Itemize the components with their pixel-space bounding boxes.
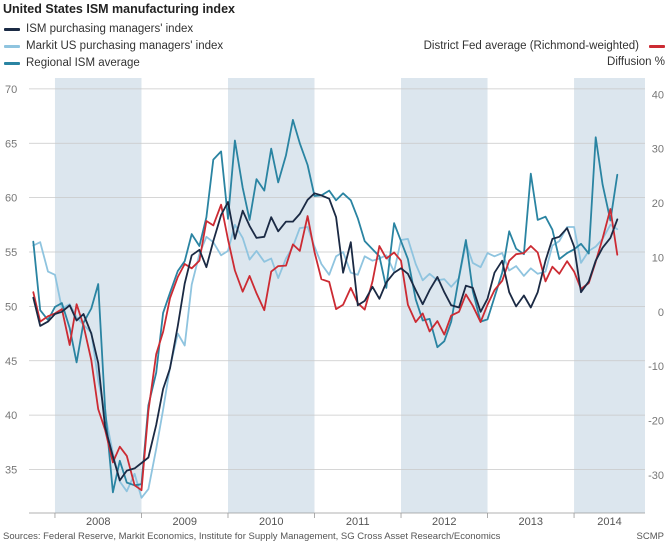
district-fed-line bbox=[32, 203, 619, 492]
legend-swatch-district-fed bbox=[649, 45, 665, 48]
legend-item-regional: Regional ISM average bbox=[4, 56, 264, 70]
right-tick-label--20: -20 bbox=[648, 416, 664, 428]
x-tick-label-2014: 2014 bbox=[597, 516, 621, 528]
right-axis-label: Diffusion % bbox=[607, 56, 665, 68]
right-tick-label-30: 30 bbox=[652, 144, 664, 156]
right-tick-label--10: -10 bbox=[648, 361, 664, 373]
x-tick-label-2008: 2008 bbox=[86, 516, 110, 528]
legend-swatch-ism bbox=[4, 28, 20, 31]
legend-swatch-regional bbox=[4, 62, 20, 65]
x-tick-label-2011: 2011 bbox=[346, 516, 370, 528]
markit-line bbox=[32, 223, 619, 499]
legend-label-regional: Regional ISM average bbox=[26, 57, 140, 69]
left-tick-label-45: 45 bbox=[5, 356, 17, 368]
left-tick-label-35: 35 bbox=[5, 465, 17, 477]
left-tick-label-50: 50 bbox=[5, 301, 17, 313]
legend-item-district-fed: District Fed average (Richmond-weighted) bbox=[335, 39, 665, 53]
legend-label-markit: Markit US purchasing managers' index bbox=[26, 40, 224, 52]
regional-ism-line bbox=[32, 119, 619, 494]
legend-label-ism: ISM purchasing managers' index bbox=[26, 23, 194, 35]
brand-label: SCMP bbox=[636, 531, 664, 542]
right-tick-label--30: -30 bbox=[648, 470, 664, 482]
shaded-band-4 bbox=[574, 78, 645, 513]
legend-swatch-markit bbox=[4, 45, 20, 48]
x-tick-label-2013: 2013 bbox=[519, 516, 543, 528]
right-tick-label-20: 20 bbox=[652, 198, 664, 210]
right-tick-label-10: 10 bbox=[652, 252, 664, 264]
right-tick-label-0: 0 bbox=[658, 307, 664, 319]
left-tick-label-60: 60 bbox=[5, 193, 17, 205]
x-tick-label-2010: 2010 bbox=[259, 516, 283, 528]
right-tick-label-40: 40 bbox=[652, 89, 664, 101]
left-tick-label-70: 70 bbox=[5, 84, 17, 96]
left-tick-label-40: 40 bbox=[5, 410, 17, 422]
x-tick-label-2009: 2009 bbox=[172, 516, 196, 528]
x-tick-label-2012: 2012 bbox=[432, 516, 456, 528]
legend-item-markit: Markit US purchasing managers' index bbox=[4, 39, 264, 53]
legend-item-ism: ISM purchasing managers' index bbox=[4, 22, 264, 36]
left-tick-label-65: 65 bbox=[5, 138, 17, 150]
source-note: Sources: Federal Reserve, Markit Economi… bbox=[3, 531, 501, 542]
chart-title: United States ISM manufacturing index bbox=[3, 2, 235, 16]
left-tick-label-55: 55 bbox=[5, 247, 17, 259]
ism-line bbox=[32, 192, 619, 482]
legend-label-district-fed: District Fed average (Richmond-weighted) bbox=[423, 40, 639, 52]
